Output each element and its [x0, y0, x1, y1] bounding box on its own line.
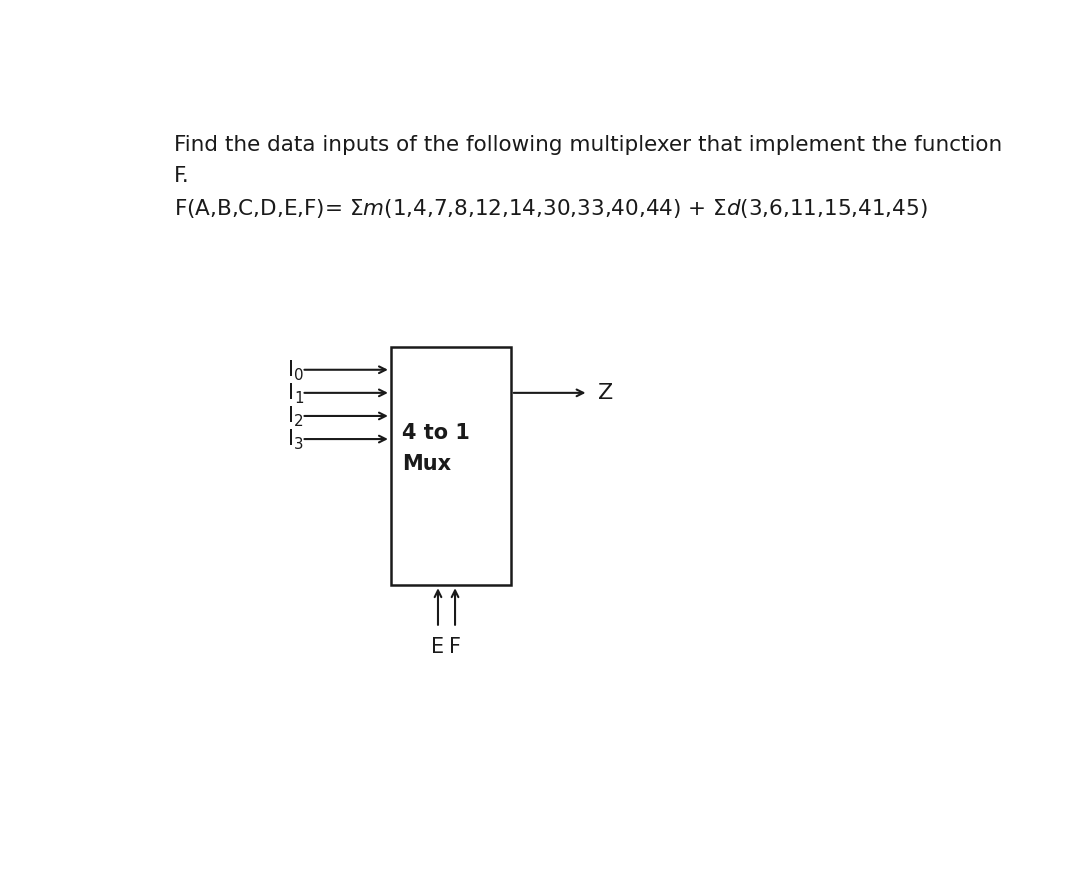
Text: Mux: Mux	[403, 454, 451, 474]
Text: Z: Z	[597, 383, 613, 403]
Text: 1: 1	[294, 391, 303, 406]
Text: F: F	[449, 637, 461, 657]
Text: E: E	[431, 637, 445, 657]
Text: Find the data inputs of the following multiplexer that implement the function: Find the data inputs of the following mu…	[174, 135, 1002, 155]
Text: 0: 0	[294, 368, 303, 383]
Text: I: I	[288, 406, 294, 426]
Text: 2: 2	[294, 414, 303, 429]
Text: F.: F.	[174, 166, 189, 185]
Text: F(A,B,C,D,E,F)= $\Sigma$$m$(1,4,7,8,12,14,30,33,40,44) + $\Sigma$$d$(3,6,11,15,4: F(A,B,C,D,E,F)= $\Sigma$$m$(1,4,7,8,12,1…	[174, 197, 928, 219]
Text: 3: 3	[294, 437, 303, 452]
Bar	[391, 347, 511, 586]
Text: 4 to 1: 4 to 1	[403, 423, 470, 443]
Text: I: I	[288, 383, 294, 403]
Text: I: I	[288, 360, 294, 380]
Text: I: I	[288, 429, 294, 449]
